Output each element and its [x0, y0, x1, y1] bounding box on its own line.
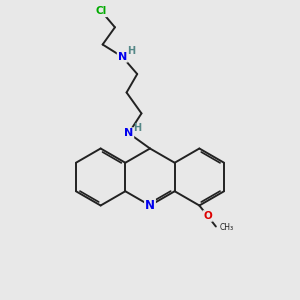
Text: H: H [127, 46, 135, 56]
Text: N: N [124, 128, 133, 138]
Text: Cl: Cl [96, 6, 107, 16]
Text: O: O [203, 211, 212, 221]
Text: N: N [118, 52, 127, 62]
Text: N: N [145, 199, 155, 212]
Text: CH₃: CH₃ [220, 224, 234, 232]
Text: H: H [133, 123, 141, 133]
